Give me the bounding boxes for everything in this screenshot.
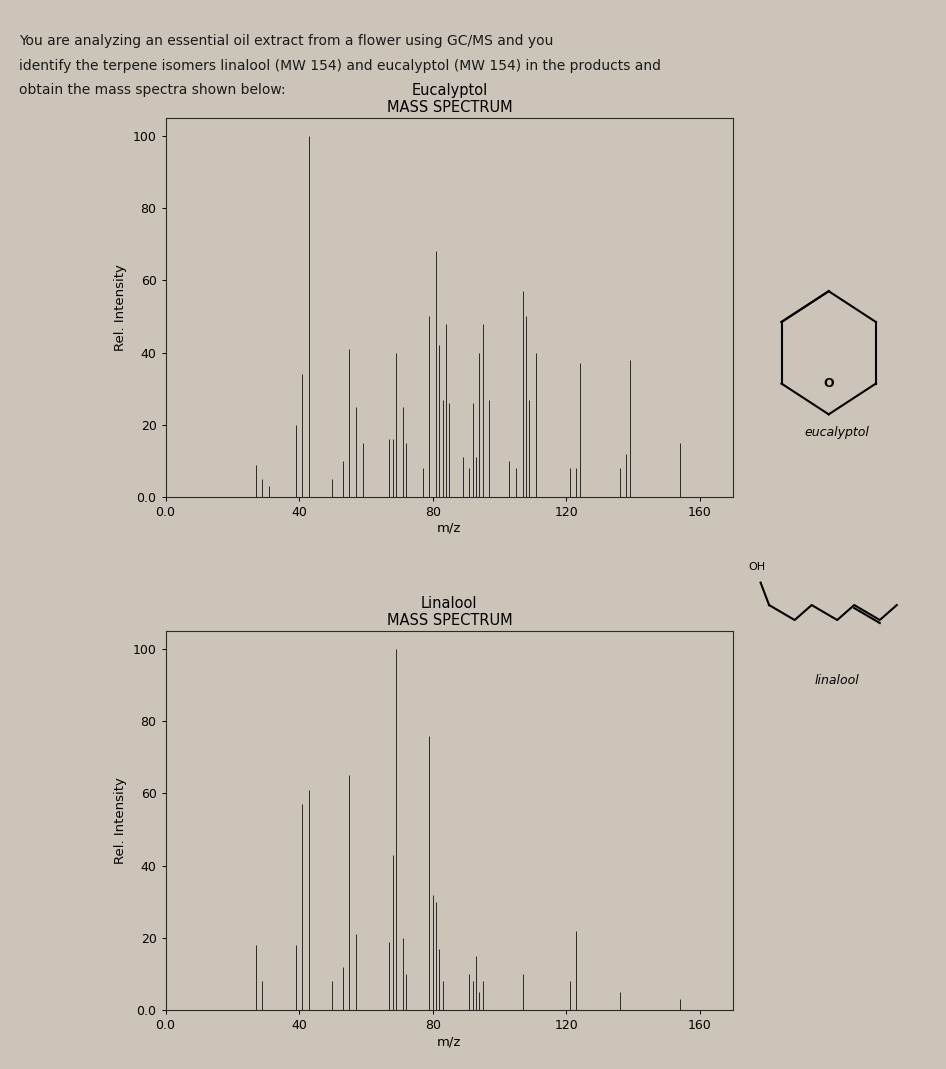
X-axis label: m/z: m/z	[437, 522, 462, 534]
Text: identify the terpene isomers linalool (MW 154) and eucalyptol (MW 154) in the pr: identify the terpene isomers linalool (M…	[19, 59, 661, 73]
X-axis label: m/z: m/z	[437, 1035, 462, 1048]
Text: You are analyzing an essential oil extract from a flower using GC/MS and you: You are analyzing an essential oil extra…	[19, 34, 553, 48]
Text: linalool: linalool	[815, 675, 860, 687]
Text: OH: OH	[748, 562, 765, 572]
Y-axis label: Rel. Intensity: Rel. Intensity	[114, 777, 127, 864]
Title: Eucalyptol
MASS SPECTRUM: Eucalyptol MASS SPECTRUM	[387, 82, 512, 115]
Text: O: O	[823, 377, 834, 390]
Title: Linalool
MASS SPECTRUM: Linalool MASS SPECTRUM	[387, 595, 512, 629]
Text: eucalyptol: eucalyptol	[805, 427, 869, 439]
Text: obtain the mass spectra shown below:: obtain the mass spectra shown below:	[19, 83, 286, 97]
Y-axis label: Rel. Intensity: Rel. Intensity	[114, 264, 127, 351]
